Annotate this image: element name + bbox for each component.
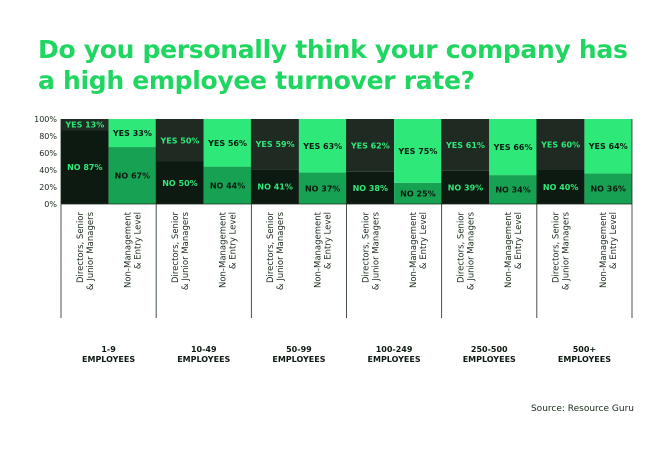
group-label-unit: EMPLOYEES xyxy=(82,355,135,364)
role-label: Directors, Senior& Junior Managers xyxy=(456,211,476,290)
bar-label-no: NO 44% xyxy=(210,181,245,190)
bar-label-no: NO 50% xyxy=(162,179,197,188)
role-label: Directors, Senior& Junior Managers xyxy=(171,211,191,290)
bar-segment-no xyxy=(298,172,347,204)
bar-segment-no xyxy=(489,175,537,204)
bar-segment-no xyxy=(108,147,157,204)
bar-segment-yes xyxy=(298,119,347,173)
bar-label-no: NO 87% xyxy=(67,163,102,172)
bar-label-no: NO 40% xyxy=(543,183,578,192)
bar-segment-no xyxy=(156,161,204,204)
bar-segment-no xyxy=(536,170,585,204)
group-label-range: 100-249 xyxy=(376,345,413,354)
bar-segment-yes xyxy=(584,119,632,174)
group-label-unit: EMPLOYEES xyxy=(558,355,611,364)
bar-label-no: NO 37% xyxy=(305,184,340,193)
y-tick-label: 80% xyxy=(39,132,57,141)
group-label-range: 500+ xyxy=(573,345,596,354)
bar-segment-yes xyxy=(394,119,442,183)
bar-label-yes: YES 33% xyxy=(112,129,152,138)
group-label-range: 10-49 xyxy=(191,345,217,354)
chart-title-line-2: a high employee turnover rate? xyxy=(38,66,475,95)
bar-segment-no xyxy=(251,169,299,204)
y-tick-label: 40% xyxy=(39,166,57,175)
bar-segment-yes xyxy=(346,119,395,172)
bar-segment-yes xyxy=(489,119,537,176)
y-tick-label: 20% xyxy=(39,183,57,192)
bar-segment-no xyxy=(394,182,442,204)
bar-segment-yes xyxy=(108,119,157,148)
bar-label-no: NO 39% xyxy=(448,183,483,192)
group-label-unit: EMPLOYEES xyxy=(177,355,230,364)
role-label: Non-Management& Entry Level xyxy=(599,211,619,288)
bar-segment-yes xyxy=(156,119,204,162)
bar-label-no: NO 67% xyxy=(115,172,150,181)
group-label-unit: EMPLOYEES xyxy=(368,355,421,364)
bar-segment-no xyxy=(203,166,252,204)
bar-label-yes: YES 61% xyxy=(445,141,485,150)
bar-segment-no xyxy=(441,170,490,204)
role-label: Non-Management& Entry Level xyxy=(314,211,334,288)
group-label-unit: EMPLOYEES xyxy=(272,355,325,364)
group-label-range: 250-500 xyxy=(471,345,508,354)
chart-title-line-1: Do you personally think your company has xyxy=(38,35,628,64)
bar-segment-no xyxy=(584,173,632,204)
bar-label-yes: YES 75% xyxy=(397,147,437,156)
y-tick-label: 60% xyxy=(39,149,57,158)
role-label: Directors, Senior& Junior Managers xyxy=(266,211,286,290)
group-label-unit: EMPLOYEES xyxy=(463,355,516,364)
group-label-range: 50-99 xyxy=(286,345,312,354)
bar-label-yes: YES 50% xyxy=(159,136,199,145)
bar-segment-yes xyxy=(251,119,299,170)
y-tick-label: 100% xyxy=(34,115,57,124)
bar-label-yes: YES 59% xyxy=(255,140,295,149)
role-label: Non-Management& Entry Level xyxy=(409,211,429,288)
bar-label-yes: YES 13% xyxy=(64,121,104,130)
bar-label-no: NO 34% xyxy=(495,186,530,195)
bar-segment-yes xyxy=(61,119,109,131)
bar-label-yes: YES 62% xyxy=(350,141,390,150)
chart-title: Do you personally think your company has… xyxy=(38,34,638,96)
bar-segment-yes xyxy=(536,119,585,170)
bar-label-no: NO 25% xyxy=(400,189,435,198)
role-label: Directors, Senior& Junior Managers xyxy=(361,211,381,290)
role-label: Directors, Senior& Junior Managers xyxy=(76,211,96,290)
bar-segment-no xyxy=(61,130,109,204)
bar-label-yes: YES 64% xyxy=(588,142,628,151)
role-label: Directors, Senior& Junior Managers xyxy=(552,211,572,290)
group-label-range: 1-9 xyxy=(101,345,116,354)
role-label: Non-Management& Entry Level xyxy=(219,211,239,288)
bar-label-yes: YES 56% xyxy=(207,139,247,148)
bar-label-no: NO 41% xyxy=(257,183,292,192)
y-tick-label: 0% xyxy=(44,200,57,209)
source-note: Source: Resource Guru xyxy=(530,404,634,414)
bar-label-no: NO 36% xyxy=(590,185,625,194)
bar-segment-yes xyxy=(441,119,490,171)
bar-label-no: NO 38% xyxy=(353,184,388,193)
bar-label-yes: YES 66% xyxy=(493,143,533,152)
bar-segment-no xyxy=(346,171,395,204)
bar-label-yes: YES 63% xyxy=(302,142,342,151)
bar-label-yes: YES 60% xyxy=(540,141,580,150)
role-label: Non-Management& Entry Level xyxy=(123,211,143,288)
bar-segment-yes xyxy=(203,119,252,167)
role-label: Non-Management& Entry Level xyxy=(504,211,524,288)
